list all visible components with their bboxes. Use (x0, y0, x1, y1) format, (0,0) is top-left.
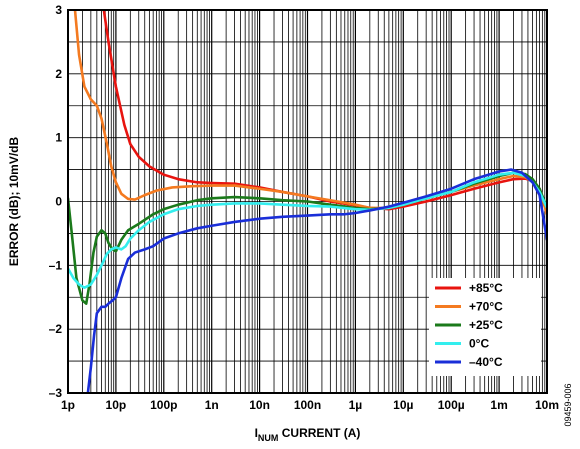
legend-label: +85°C (469, 281, 503, 295)
legend-box (429, 278, 541, 376)
y-tick-label: –2 (49, 322, 63, 336)
x-axis-label: INUM CURRENT (A) (255, 426, 361, 443)
series-line-4 (86, 168, 547, 393)
legend-label: 0°C (469, 337, 489, 351)
series-line-3 (68, 171, 547, 289)
legend: +85°C +70°C +25°C 0°C –40°C (429, 278, 541, 376)
x-tick-labels: 1p 10p 100p 1n 10n 100n 1µ 10µ 100µ 1m 10m (61, 398, 559, 412)
x-tick-label: 100n (294, 398, 321, 412)
y-tick-labels: 3 2 1 0 –1 –2 –3 (49, 3, 63, 400)
figure-id: 09459-006 (563, 383, 573, 426)
grid (67, 9, 547, 394)
x-tick-label: 1µ (349, 398, 363, 412)
legend-label: +25°C (469, 318, 503, 332)
series-line-1 (73, 10, 547, 216)
x-tick-label: 10µ (393, 398, 413, 412)
x-tick-label: 1p (61, 398, 75, 412)
x-tick-label: 100µ (438, 398, 465, 412)
x-axis-label-rest: CURRENT (A) (278, 426, 360, 440)
legend-label: –40°C (469, 355, 503, 369)
x-axis-label-sub: NUM (258, 433, 279, 443)
x-tick-label: 10p (106, 398, 127, 412)
x-tick-label: 100p (150, 398, 177, 412)
x-tick-label: 1n (205, 398, 219, 412)
y-tick-label: –3 (49, 386, 63, 400)
y-tick-label: 0 (55, 195, 62, 209)
legend-label: +70°C (469, 300, 503, 314)
plot-frame (67, 9, 548, 394)
y-tick-label: –1 (49, 258, 63, 272)
x-axis-label-main: I (255, 426, 258, 440)
x-tick-label: 10m (535, 398, 559, 412)
series-layer (68, 10, 547, 393)
x-tick-label: 10n (249, 398, 270, 412)
y-axis-label: ERROR (dB); 10mV/dB (7, 136, 21, 266)
y-tick-label: 1 (55, 131, 62, 145)
y-tick-label: 3 (55, 3, 62, 17)
x-tick-label: 1m (490, 398, 507, 412)
y-tick-label: 2 (55, 67, 62, 81)
